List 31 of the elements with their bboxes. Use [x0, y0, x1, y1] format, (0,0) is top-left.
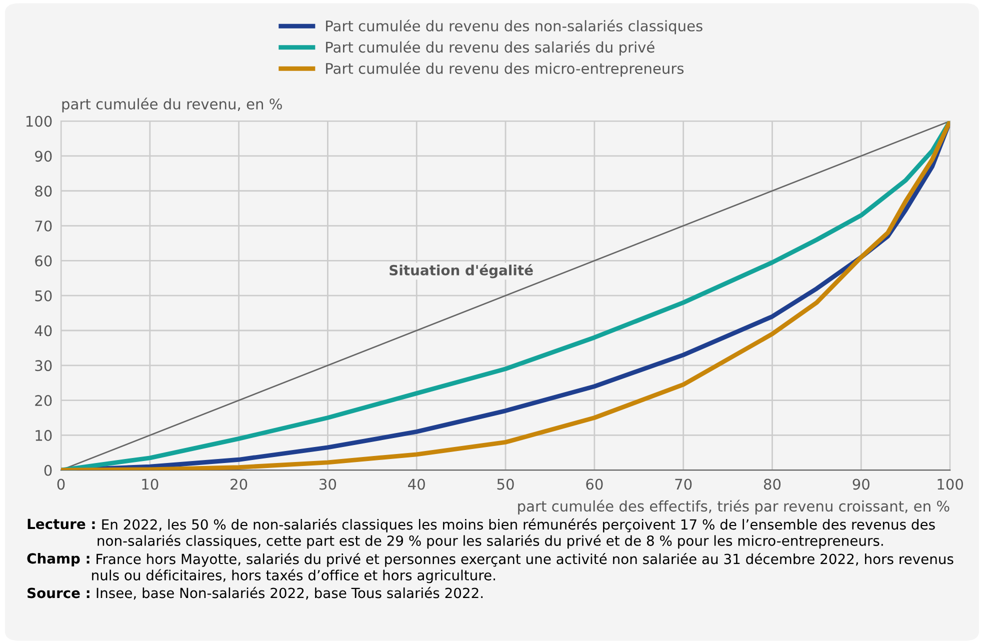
- legend-label: Part cumulée du revenu des micro-entrepreneurs: [326, 62, 684, 77]
- series-label: Situation d'égalité: [390, 264, 533, 278]
- x-tick-label: 100: [938, 478, 963, 490]
- x-axis-title: part cumulée des effectifs, triés par revenu croissant, en %: [518, 500, 950, 514]
- y-tick-label: 90: [35, 150, 52, 162]
- y-tick-label: 100: [26, 116, 52, 127]
- source-note: Source : Insee, base Non-salariés 2022, base Tous salariés 2022.: [28, 586, 483, 600]
- x-tick-label: 90: [852, 478, 870, 490]
- text: Lecture : En 2022, les 50 % de non-salariés classiques les moins bien rémunérés perçoivent 17 % de l’ensemble des revenus des non-salariés classiques, cette part est de 29 % pour les salariés du privé et de 8 % pour les micro-entrepreneurs.: [28, 518, 935, 549]
- y-axis-title: part cumulée du revenu, en %: [62, 98, 282, 112]
- x-tick-label: 70: [675, 478, 692, 490]
- y-tick-label: 70: [35, 220, 52, 232]
- y-tick-label: 20: [35, 395, 52, 406]
- x-tick-label: 10: [142, 478, 158, 490]
- y-tick-label: 40: [34, 325, 52, 336]
- y-tick-label: 50: [35, 290, 52, 302]
- y-tick-label: 10: [36, 430, 52, 441]
- x-tick-label: 0: [57, 478, 65, 490]
- x-tick-label: 30: [320, 478, 336, 490]
- y-tick-label: 0: [44, 464, 52, 476]
- x-tick-label: 40: [408, 478, 425, 490]
- y-tick-label: 30: [35, 360, 52, 372]
- x-tick-label: 80: [764, 478, 781, 490]
- text: Champ : France hors Mayotte, salariés du privé et personnes exerçant une activité non salariée au 31 décembre 2022, hors revenus nuls ou déficitaires, hors taxés d’office et hors agriculture.: [27, 552, 954, 584]
- y-tick-label: 80: [35, 186, 52, 197]
- x-tick-label: 50: [497, 478, 514, 490]
- x-tick-label: 60: [586, 478, 603, 490]
- x-tick-label: 20: [230, 478, 248, 490]
- legend-label: Part cumulée du revenu des non-salariés classiques: [326, 20, 702, 34]
- y-tick-label: 60: [35, 255, 52, 266]
- legend-label: Part cumulée du revenu des salariés du privé: [326, 40, 654, 56]
